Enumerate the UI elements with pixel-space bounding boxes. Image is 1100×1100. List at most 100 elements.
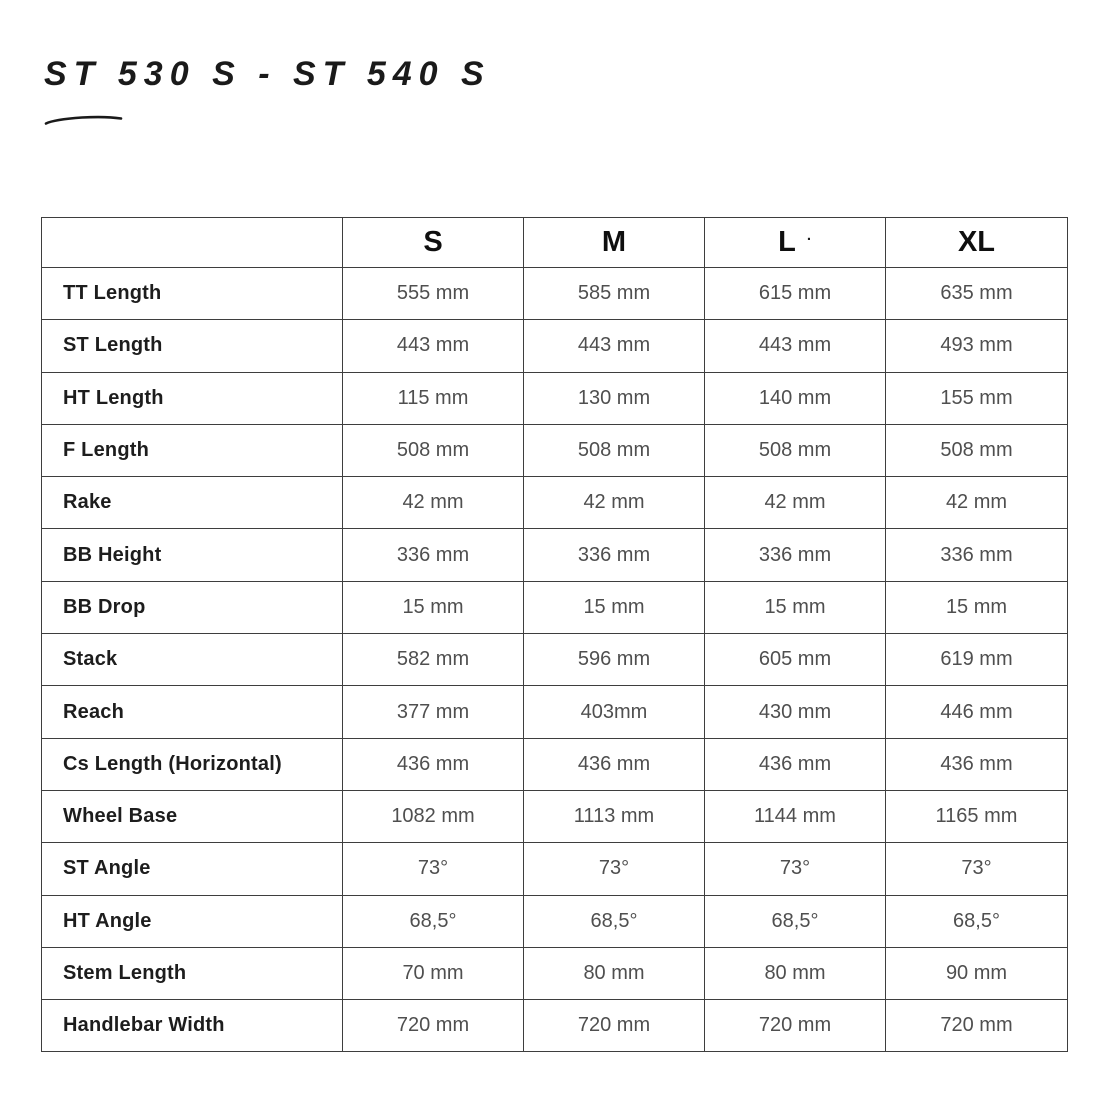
table-cell: 446 mm bbox=[885, 685, 1068, 739]
table-cell: 582 mm bbox=[342, 633, 524, 687]
table-cell: 443 mm bbox=[523, 319, 705, 373]
table-cell: 70 mm bbox=[342, 946, 524, 1001]
row-label: Handlebar Width bbox=[41, 999, 343, 1053]
table-cell: 720 mm bbox=[342, 999, 524, 1053]
table-cell: 443 mm bbox=[342, 319, 524, 373]
table-row: ST Angle 73° 73° 73° 73° bbox=[41, 842, 1068, 896]
table-row: Stack 582 mm 596 mm 605 mm 619 mm bbox=[41, 633, 1068, 687]
row-label: HT Length bbox=[41, 371, 343, 425]
table-cell: 635 mm bbox=[885, 266, 1068, 321]
table-row: HT Length 115 mm 130 mm 140 mm 155 mm bbox=[41, 371, 1068, 425]
table-cell: 430 mm bbox=[704, 685, 886, 739]
table-cell: 15 mm bbox=[885, 580, 1068, 635]
row-label: HT Angle bbox=[41, 894, 343, 948]
table-cell: 140 mm bbox=[704, 371, 886, 425]
table-cell: 90 mm bbox=[885, 946, 1068, 1001]
table-row: BB Drop 15 mm 15 mm 15 mm 15 mm bbox=[41, 580, 1068, 635]
table-cell: 1144 mm bbox=[704, 789, 886, 844]
header-size-s: S bbox=[342, 217, 524, 268]
table-cell: 42 mm bbox=[523, 476, 705, 530]
table-row: Rake 42 mm 42 mm 42 mm 42 mm bbox=[41, 476, 1068, 530]
table-cell: 615 mm bbox=[704, 266, 886, 321]
table-cell: 68,5° bbox=[342, 894, 524, 948]
table-cell: 42 mm bbox=[704, 476, 886, 530]
table-cell: 73° bbox=[704, 842, 886, 896]
title-underline-squiggle bbox=[44, 115, 123, 125]
table-cell: 68,5° bbox=[885, 894, 1068, 948]
table-cell: 508 mm bbox=[704, 423, 886, 478]
row-label: ST Angle bbox=[41, 842, 343, 896]
table-cell: 508 mm bbox=[523, 423, 705, 478]
row-label: Reach bbox=[41, 685, 343, 739]
table-row: Stem Length 70 mm 80 mm 80 mm 90 mm bbox=[41, 946, 1068, 1001]
table-cell: 443 mm bbox=[704, 319, 886, 373]
table-cell: 508 mm bbox=[342, 423, 524, 478]
header-size-l-label: L bbox=[778, 226, 796, 258]
table-cell: 155 mm bbox=[885, 371, 1068, 425]
table-cell: 68,5° bbox=[523, 894, 705, 948]
row-label: Wheel Base bbox=[41, 789, 343, 844]
table-cell: 436 mm bbox=[885, 737, 1068, 791]
row-label: Rake bbox=[41, 476, 343, 530]
table-row: Cs Length (Horizontal) 436 mm 436 mm 436… bbox=[41, 737, 1068, 791]
table-cell: 1165 mm bbox=[885, 789, 1068, 844]
table-cell: 720 mm bbox=[523, 999, 705, 1053]
table-cell: 436 mm bbox=[523, 737, 705, 791]
row-label: BB Height bbox=[41, 528, 343, 582]
table-cell: 68,5° bbox=[704, 894, 886, 948]
table-row: BB Height 336 mm 336 mm 336 mm 336 mm bbox=[41, 528, 1068, 582]
geometry-table: S M L · XL TT Length 555 mm 585 mm 615 mm… bbox=[41, 217, 1068, 1053]
table-row: F Length 508 mm 508 mm 508 mm 508 mm bbox=[41, 423, 1068, 478]
row-label: Cs Length (Horizontal) bbox=[41, 737, 343, 791]
row-label: Stem Length bbox=[41, 946, 343, 1001]
table-cell: 1113 mm bbox=[523, 789, 705, 844]
table-cell: 42 mm bbox=[885, 476, 1068, 530]
table-cell: 15 mm bbox=[704, 580, 886, 635]
table-cell: 80 mm bbox=[704, 946, 886, 1001]
table-header-row: S M L · XL bbox=[41, 217, 1068, 268]
table-cell: 115 mm bbox=[342, 371, 524, 425]
table-row: ST Length 443 mm 443 mm 443 mm 493 mm bbox=[41, 319, 1068, 373]
table-cell: 720 mm bbox=[704, 999, 886, 1053]
header-size-xl: XL bbox=[885, 217, 1068, 268]
table-cell: 336 mm bbox=[342, 528, 524, 582]
header-size-m-label: M bbox=[601, 226, 627, 258]
page-title: ST 530 S - ST 540 S bbox=[44, 55, 491, 93]
table-cell: 596 mm bbox=[523, 633, 705, 687]
table-cell: 42 mm bbox=[342, 476, 524, 530]
table-cell: 555 mm bbox=[342, 266, 524, 321]
header-size-m: M bbox=[523, 217, 705, 268]
table-row: Wheel Base 1082 mm 1113 mm 1144 mm 1165 … bbox=[41, 789, 1068, 844]
header-size-l: L · bbox=[704, 217, 886, 268]
table-cell: 605 mm bbox=[704, 633, 886, 687]
table-cell: 436 mm bbox=[342, 737, 524, 791]
table-cell: 493 mm bbox=[885, 319, 1068, 373]
table-cell: 73° bbox=[523, 842, 705, 896]
row-label: TT Length bbox=[41, 266, 343, 321]
table-row: Handlebar Width 720 mm 720 mm 720 mm 720… bbox=[41, 999, 1068, 1053]
l-dot-mark: · bbox=[806, 231, 812, 248]
table-cell: 1082 mm bbox=[342, 789, 524, 844]
table-cell: 403mm bbox=[523, 685, 705, 739]
table-cell: 508 mm bbox=[885, 423, 1068, 478]
table-cell: 73° bbox=[342, 842, 524, 896]
table-cell: 15 mm bbox=[523, 580, 705, 635]
table-cell: 73° bbox=[885, 842, 1068, 896]
header-size-s-label: S bbox=[423, 226, 443, 258]
table-cell: 619 mm bbox=[885, 633, 1068, 687]
table-cell: 336 mm bbox=[523, 528, 705, 582]
table-cell: 436 mm bbox=[704, 737, 886, 791]
header-empty-cell bbox=[41, 217, 343, 268]
row-label: ST Length bbox=[41, 319, 343, 373]
table-cell: 336 mm bbox=[885, 528, 1068, 582]
table-cell: 336 mm bbox=[704, 528, 886, 582]
table-cell: 720 mm bbox=[885, 999, 1068, 1053]
table-row: Reach 377 mm 403mm 430 mm 446 mm bbox=[41, 685, 1068, 739]
table-cell: 15 mm bbox=[342, 580, 524, 635]
table-cell: 377 mm bbox=[342, 685, 524, 739]
row-label: F Length bbox=[41, 423, 343, 478]
table-cell: 585 mm bbox=[523, 266, 705, 321]
table-row: TT Length 555 mm 585 mm 615 mm 635 mm bbox=[41, 266, 1068, 321]
table-row: HT Angle 68,5° 68,5° 68,5° 68,5° bbox=[41, 894, 1068, 948]
